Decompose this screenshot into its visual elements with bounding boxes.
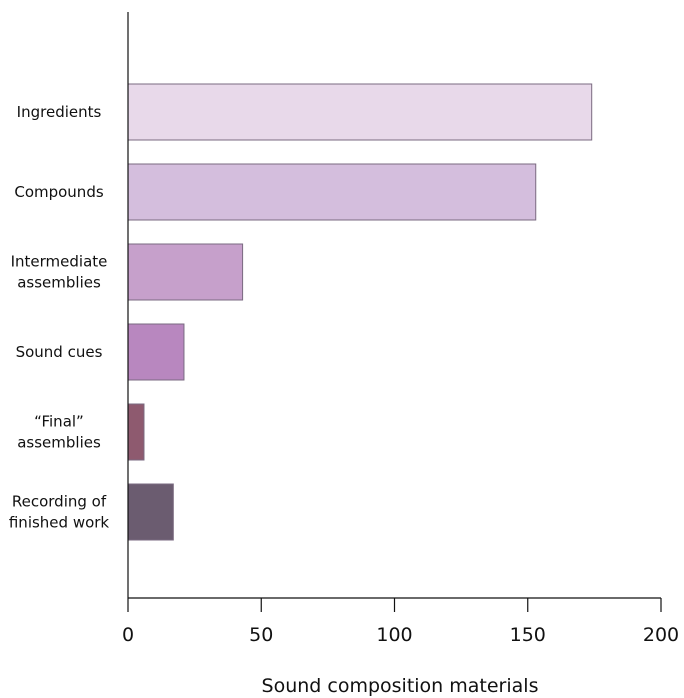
category-label-5-line-1: finished work [9,514,110,532]
x-tick-label-0: 0 [122,624,134,646]
bar-4 [127,403,145,461]
bar-3 [127,323,185,381]
bar-5 [127,483,174,541]
bar-1 [127,163,537,221]
x-tick-label-3: 150 [510,624,546,646]
x-axis-title: Sound composition materials [262,675,539,697]
bar-2 [127,243,244,301]
category-label-0-line-0: Ingredients [17,103,102,121]
x-tick-label-4: 200 [643,624,679,646]
bar-0 [127,83,593,141]
category-label-4-line-0: “Final” [34,413,84,431]
x-tick-label-2: 100 [376,624,412,646]
category-label-2-line-0: Intermediate [11,253,108,271]
category-label-1-line-0: Compounds [14,183,103,201]
x-axis-ticks: 0 50 100 150 200 [122,598,679,646]
category-label-4-line-1: assemblies [17,434,101,452]
x-tick-label-1: 50 [249,624,273,646]
category-label-2-line-1: assemblies [17,274,101,292]
category-labels: Ingredients Compounds Intermediate assembli… [9,103,110,532]
category-label-3-line-0: Sound cues [16,343,103,361]
category-label-5-line-0: Recording of [12,493,107,511]
bars-group [127,83,593,541]
